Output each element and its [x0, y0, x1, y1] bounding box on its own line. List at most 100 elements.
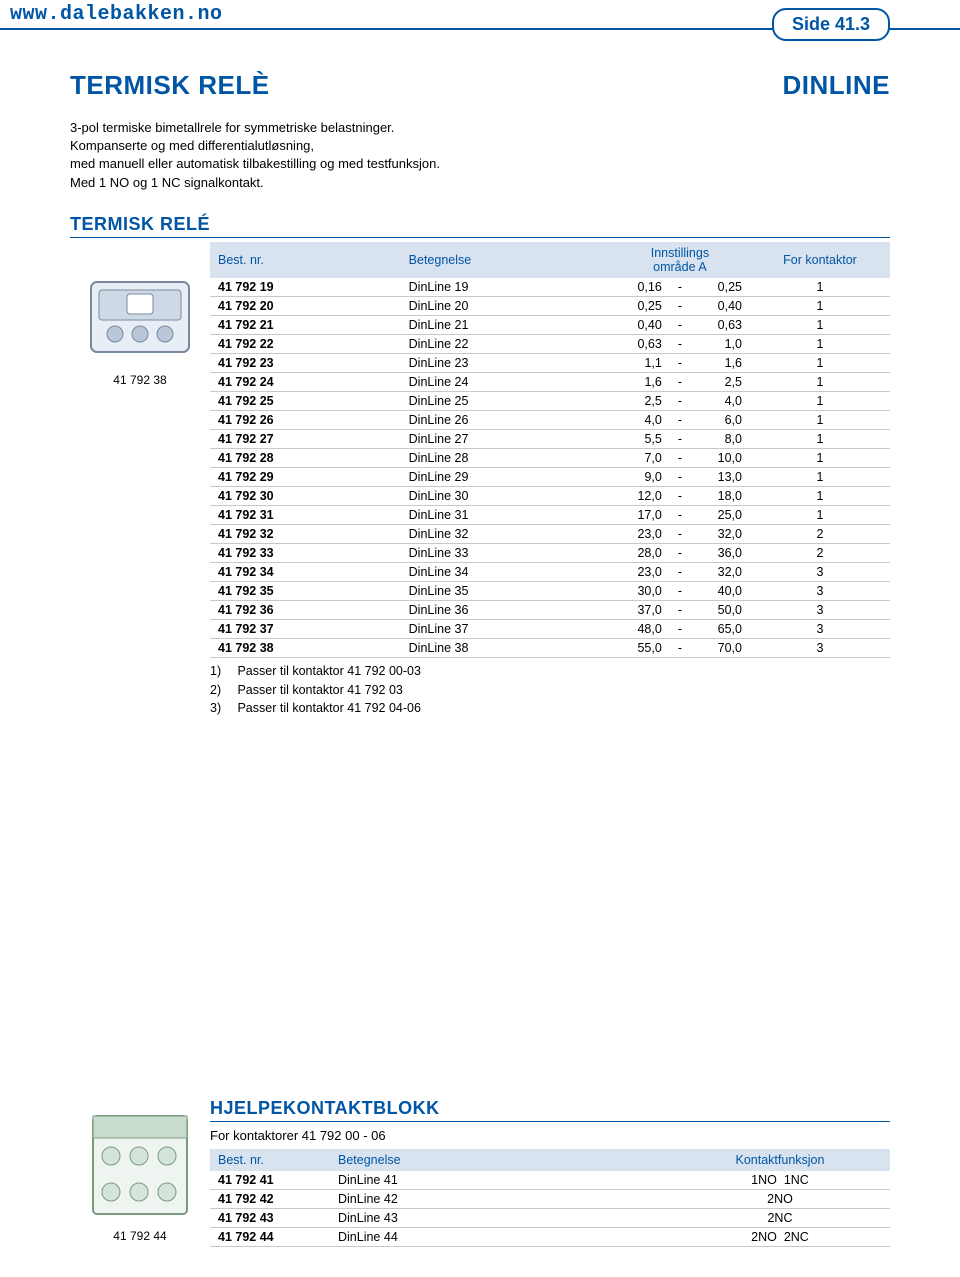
page-number-badge: Side 41.3 [772, 8, 890, 41]
relay-product-icon [85, 272, 195, 367]
cell-range-hi: 2,5 [690, 372, 750, 391]
cell-range-lo: 5,5 [610, 429, 670, 448]
cell-bestnr: 41 792 29 [210, 467, 401, 486]
cell-kontaktor: 1 [750, 391, 890, 410]
cell-range-lo: 9,0 [610, 467, 670, 486]
col2-betegnelse: Betegnelse [330, 1149, 670, 1171]
note-line: 3) Passer til kontaktor 41 792 04-06 [210, 699, 890, 718]
cell-bestnr: 41 792 32 [210, 524, 401, 543]
cell-range-hi: 18,0 [690, 486, 750, 505]
cell-kontaktfunksjon: 2NC [670, 1209, 890, 1228]
table-row: 41 792 26DinLine 264,0-6,01 [210, 410, 890, 429]
cell-bestnr: 41 792 34 [210, 562, 401, 581]
cell-betegnelse: DinLine 38 [401, 638, 610, 657]
cell-kontaktor: 1 [750, 486, 890, 505]
cell-range-dash: - [670, 486, 690, 505]
table-row: 41 792 24DinLine 241,6-2,51 [210, 372, 890, 391]
cell-kontaktor: 3 [750, 600, 890, 619]
cell-range-lo: 30,0 [610, 581, 670, 600]
cell-betegnelse: DinLine 28 [401, 448, 610, 467]
cell-range-dash: - [670, 600, 690, 619]
cell-range-hi: 32,0 [690, 562, 750, 581]
cell-kontaktfunksjon: 2NO 2NC [670, 1228, 890, 1247]
cell-kontaktor: 1 [750, 315, 890, 334]
table-row: 41 792 21DinLine 210,40-0,631 [210, 315, 890, 334]
cell-range-hi: 1,0 [690, 334, 750, 353]
cell-bestnr: 41 792 35 [210, 581, 401, 600]
cell-bestnr: 41 792 23 [210, 353, 401, 372]
section-title-aux: HJELPEKONTAKTBLOKK [210, 1098, 890, 1122]
cell-kontaktor: 1 [750, 296, 890, 315]
relay-image-caption: 41 792 38 [70, 373, 210, 387]
cell-kontaktor: 3 [750, 562, 890, 581]
cell-kontaktor: 1 [750, 448, 890, 467]
cell-range-dash: - [670, 372, 690, 391]
table-row: 41 792 20DinLine 200,25-0,401 [210, 296, 890, 315]
relay-table-area: Best. nr. Betegnelse Innstillings område… [210, 242, 890, 718]
cell-betegnelse: DinLine 27 [401, 429, 610, 448]
cell-range-dash: - [670, 315, 690, 334]
cell-betegnelse: DinLine 23 [401, 353, 610, 372]
cell-range-lo: 4,0 [610, 410, 670, 429]
cell-range-lo: 0,63 [610, 334, 670, 353]
cell-kontaktor: 2 [750, 543, 890, 562]
note-line: 1) Passer til kontaktor 41 792 00-03 [210, 662, 890, 681]
cell-range-lo: 23,0 [610, 524, 670, 543]
cell-range-lo: 1,6 [610, 372, 670, 391]
cell-range-dash: - [670, 581, 690, 600]
col2-bestnr: Best. nr. [210, 1149, 330, 1171]
cell-betegnelse: DinLine 43 [330, 1209, 670, 1228]
table-row: 41 792 19DinLine 190,16-0,251 [210, 278, 890, 297]
table-row: 41 792 22DinLine 220,63-1,01 [210, 334, 890, 353]
col-bestnr: Best. nr. [210, 242, 401, 278]
table-row: 41 792 30DinLine 3012,0-18,01 [210, 486, 890, 505]
aux-table: Best. nr. Betegnelse Kontaktfunksjon 41 … [210, 1149, 890, 1247]
table-row: 41 792 43DinLine 432NC [210, 1209, 890, 1228]
cell-range-dash: - [670, 562, 690, 581]
table-row: 41 792 25DinLine 252,5-4,01 [210, 391, 890, 410]
cell-kontaktfunksjon: 2NO [670, 1190, 890, 1209]
cell-range-dash: - [670, 638, 690, 657]
cell-betegnelse: DinLine 31 [401, 505, 610, 524]
cell-betegnelse: DinLine 34 [401, 562, 610, 581]
col2-kontaktfunksjon: Kontaktfunksjon [670, 1149, 890, 1171]
cell-bestnr: 41 792 31 [210, 505, 401, 524]
cell-bestnr: 41 792 41 [210, 1171, 330, 1190]
cell-betegnelse: DinLine 32 [401, 524, 610, 543]
cell-betegnelse: DinLine 41 [330, 1171, 670, 1190]
cell-range-dash: - [670, 353, 690, 372]
cell-range-hi: 0,40 [690, 296, 750, 315]
col-innstillings-b: område A [618, 260, 742, 274]
cell-kontaktor: 1 [750, 467, 890, 486]
table-row: 41 792 36DinLine 3637,0-50,03 [210, 600, 890, 619]
cell-range-hi: 65,0 [690, 619, 750, 638]
cell-bestnr: 41 792 30 [210, 486, 401, 505]
cell-range-lo: 12,0 [610, 486, 670, 505]
cell-range-lo: 7,0 [610, 448, 670, 467]
cell-range-dash: - [670, 524, 690, 543]
cell-range-hi: 4,0 [690, 391, 750, 410]
title-row: TERMISK RELÈ DINLINE [70, 70, 890, 101]
table-row: 41 792 29DinLine 299,0-13,01 [210, 467, 890, 486]
cell-bestnr: 41 792 44 [210, 1228, 330, 1247]
table-row: 41 792 38DinLine 3855,0-70,03 [210, 638, 890, 657]
cell-bestnr: 41 792 19 [210, 278, 401, 297]
cell-betegnelse: DinLine 33 [401, 543, 610, 562]
col-kontaktor: For kontaktor [750, 242, 890, 278]
cell-bestnr: 41 792 26 [210, 410, 401, 429]
cell-range-dash: - [670, 278, 690, 297]
intro-line: med manuell eller automatisk tilbakestil… [70, 155, 890, 173]
cell-range-dash: - [670, 448, 690, 467]
cell-betegnelse: DinLine 21 [401, 315, 610, 334]
cell-bestnr: 41 792 43 [210, 1209, 330, 1228]
cell-range-lo: 17,0 [610, 505, 670, 524]
cell-kontaktor: 1 [750, 353, 890, 372]
header-url[interactable]: www.dalebakken.no [10, 3, 223, 26]
cell-range-lo: 28,0 [610, 543, 670, 562]
table-row: 41 792 27DinLine 275,5-8,01 [210, 429, 890, 448]
cell-range-hi: 6,0 [690, 410, 750, 429]
cell-range-lo: 55,0 [610, 638, 670, 657]
cell-bestnr: 41 792 33 [210, 543, 401, 562]
cell-range-lo: 0,25 [610, 296, 670, 315]
cell-kontaktor: 3 [750, 638, 890, 657]
